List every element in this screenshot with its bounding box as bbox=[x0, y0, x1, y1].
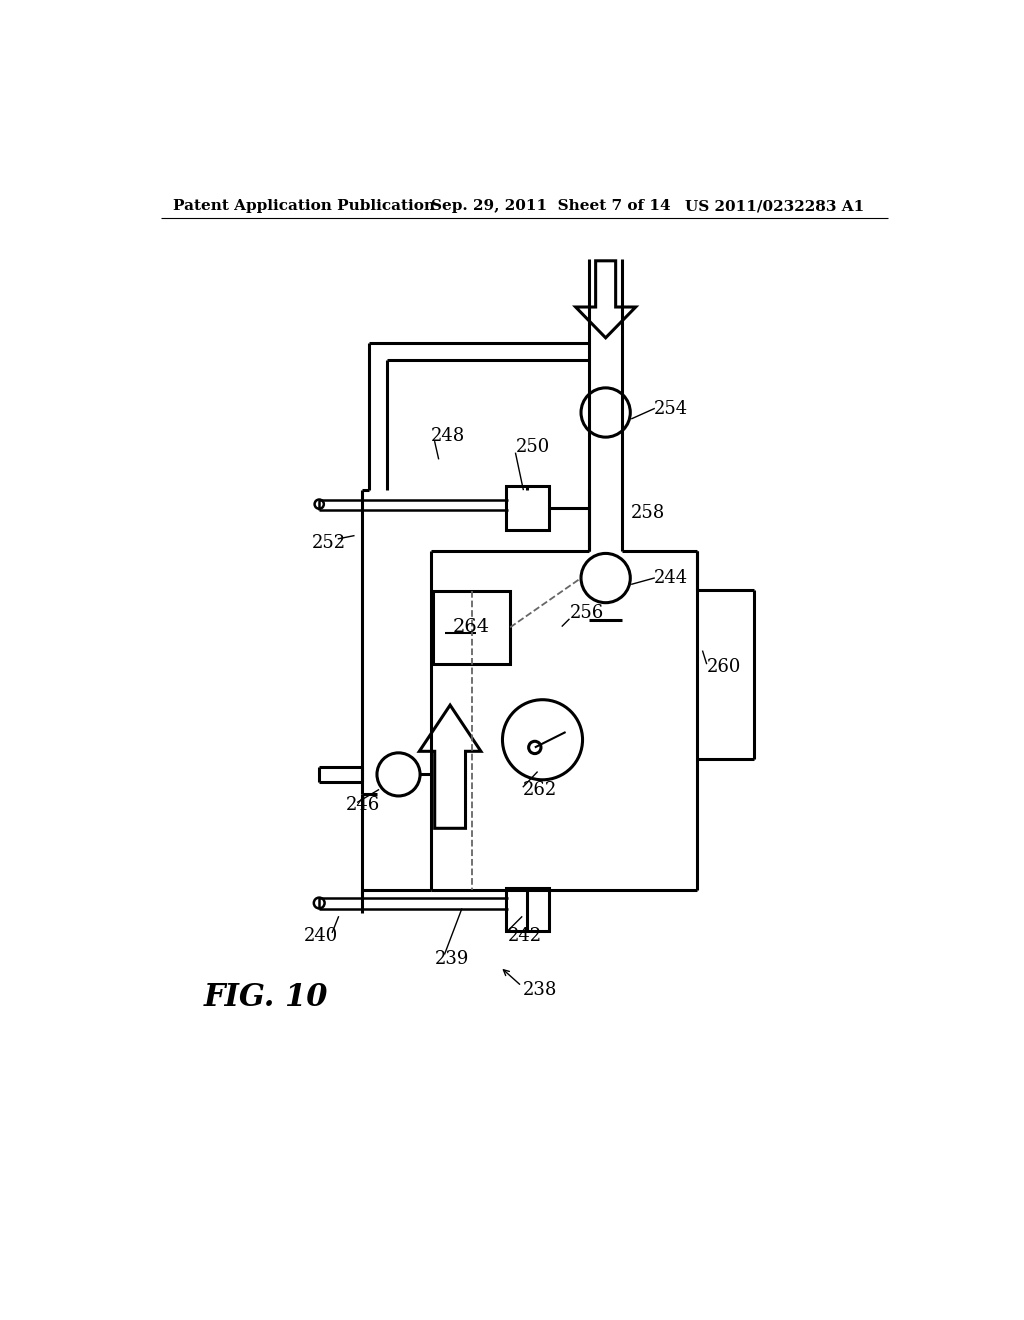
Circle shape bbox=[528, 742, 541, 754]
Circle shape bbox=[581, 553, 631, 603]
Circle shape bbox=[377, 752, 420, 796]
Text: 256: 256 bbox=[569, 603, 604, 622]
Circle shape bbox=[581, 388, 631, 437]
Text: 250: 250 bbox=[515, 438, 550, 457]
Text: 244: 244 bbox=[654, 569, 688, 587]
Text: 264: 264 bbox=[453, 618, 490, 636]
Text: 248: 248 bbox=[431, 426, 465, 445]
Text: 252: 252 bbox=[311, 535, 346, 552]
Bar bbox=[506, 486, 549, 531]
Text: 246: 246 bbox=[346, 796, 380, 814]
Text: 240: 240 bbox=[304, 927, 338, 945]
Text: 242: 242 bbox=[508, 927, 542, 945]
Circle shape bbox=[503, 700, 583, 780]
Text: 238: 238 bbox=[523, 981, 558, 999]
Text: US 2011/0232283 A1: US 2011/0232283 A1 bbox=[685, 199, 864, 213]
Text: Sep. 29, 2011  Sheet 7 of 14: Sep. 29, 2011 Sheet 7 of 14 bbox=[431, 199, 671, 213]
Circle shape bbox=[313, 898, 325, 908]
Circle shape bbox=[314, 499, 324, 508]
Text: 254: 254 bbox=[654, 400, 688, 417]
Text: 262: 262 bbox=[523, 781, 557, 799]
Text: FIG. 10: FIG. 10 bbox=[204, 982, 329, 1014]
Text: 258: 258 bbox=[631, 504, 666, 521]
Text: Patent Application Publication: Patent Application Publication bbox=[173, 199, 435, 213]
Bar bbox=[506, 888, 549, 931]
Polygon shape bbox=[419, 705, 481, 829]
Text: 260: 260 bbox=[707, 657, 741, 676]
Text: 239: 239 bbox=[435, 950, 469, 968]
Polygon shape bbox=[575, 261, 636, 338]
Bar bbox=[433, 591, 510, 664]
